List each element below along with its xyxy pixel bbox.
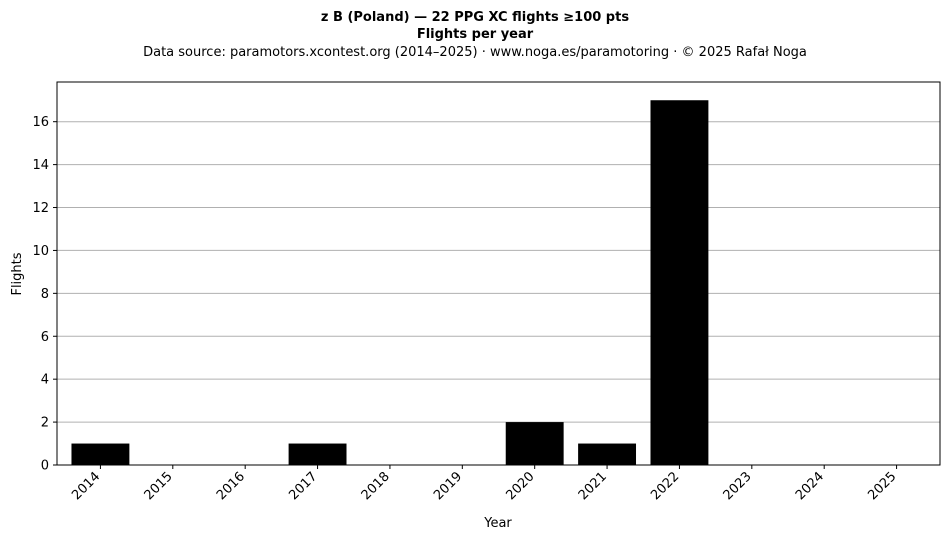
x-tick-label: 2014	[69, 469, 103, 503]
chart-title-line2: Flights per year	[417, 27, 534, 42]
x-tick-label: 2018	[359, 469, 393, 503]
bars	[71, 100, 709, 465]
bar-2022	[650, 100, 709, 465]
x-tick-label: 2024	[793, 469, 827, 503]
y-tick-label: 14	[32, 158, 49, 173]
y-tick-label: 0	[41, 459, 49, 474]
x-axis-label: Year	[483, 516, 512, 531]
chart-title: z B (Poland) — 22 PPG XC flights ≥100 pt…	[321, 10, 629, 25]
bar-2014	[71, 443, 130, 465]
bar-2021	[578, 443, 637, 465]
plot-frame	[56, 81, 941, 466]
grid-lines	[57, 121, 940, 423]
x-axis-ticks: 2014 2015 2016 2017 2018 2019 2020 2021 2022 2023…	[69, 465, 899, 503]
x-tick-label: 2023	[721, 469, 755, 503]
x-tick-label: 2017	[286, 469, 320, 503]
y-tick-label: 10	[32, 244, 49, 259]
bar-2017	[288, 443, 347, 465]
x-tick-label: 2020	[504, 469, 538, 503]
x-tick-label: 2016	[214, 469, 248, 503]
y-tick-label: 8	[41, 287, 49, 302]
y-tick-label: 6	[41, 330, 49, 345]
y-axis-label: Flights	[10, 252, 25, 295]
x-tick-label: 2025	[865, 469, 899, 503]
y-tick-label: 16	[32, 115, 49, 130]
x-tick-label: 2015	[142, 469, 176, 503]
y-axis-ticks: 0 2 4 6 8 10 12 14 16	[32, 115, 57, 474]
y-tick-label: 2	[41, 416, 49, 431]
chart-subtitle: Data source: paramotors.xcontest.org (20…	[143, 45, 807, 60]
x-tick-label: 2019	[431, 469, 465, 503]
bar-2020	[505, 422, 564, 465]
x-tick-label: 2022	[648, 469, 682, 503]
x-tick-label: 2021	[576, 469, 610, 503]
y-tick-label: 12	[32, 201, 49, 216]
y-tick-label: 4	[41, 373, 49, 388]
